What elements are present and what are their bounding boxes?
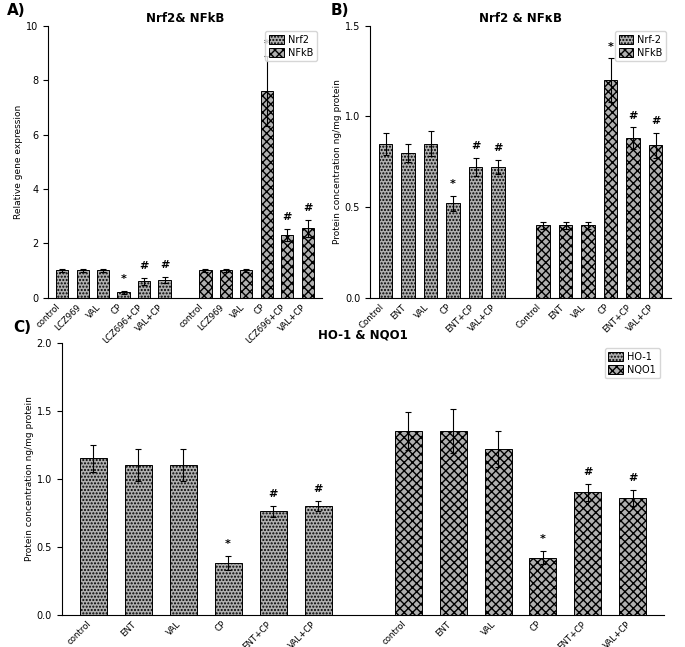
Bar — [626, 138, 640, 298]
Title: HO-1 & NQO1: HO-1 & NQO1 — [318, 329, 408, 342]
Text: *: * — [225, 540, 231, 549]
Bar — [170, 465, 197, 615]
Bar — [469, 167, 482, 298]
Bar — [440, 432, 466, 615]
Y-axis label: Protein concentration ng/mg protein: Protein concentration ng/mg protein — [333, 80, 342, 244]
Text: #: # — [651, 116, 660, 126]
Bar — [77, 270, 89, 298]
Text: #: # — [584, 467, 593, 477]
Bar — [619, 498, 647, 615]
Bar — [484, 449, 512, 615]
Text: #: # — [628, 473, 638, 483]
Text: A): A) — [7, 3, 25, 18]
Bar — [260, 511, 286, 615]
Title: Nrf2 & NFκB: Nrf2 & NFκB — [479, 12, 562, 25]
Text: *: * — [121, 274, 127, 284]
Bar — [220, 270, 232, 298]
Bar — [491, 167, 505, 298]
Y-axis label: Relative gene expression: Relative gene expression — [14, 105, 23, 219]
Bar — [424, 144, 438, 298]
Bar — [97, 270, 110, 298]
Bar — [530, 558, 556, 615]
Text: *: * — [450, 179, 456, 190]
Bar — [582, 225, 595, 298]
Bar — [214, 563, 242, 615]
Text: #: # — [160, 260, 169, 270]
Legend: Nrf-2, NFkB: Nrf-2, NFkB — [615, 31, 667, 61]
Bar — [301, 228, 314, 298]
Bar — [559, 225, 573, 298]
Bar — [158, 280, 171, 298]
Text: #: # — [139, 261, 149, 271]
Bar — [305, 506, 332, 615]
Text: #: # — [628, 111, 638, 120]
Y-axis label: Protein concentration ng/mg protein: Protein concentration ng/mg protein — [25, 397, 34, 561]
Bar — [401, 153, 415, 298]
Title: Nrf2& NFkB: Nrf2& NFkB — [146, 12, 224, 25]
Bar — [125, 465, 151, 615]
Bar — [281, 235, 293, 298]
Bar — [575, 492, 601, 615]
Text: B): B) — [331, 3, 349, 18]
Text: *: * — [608, 41, 614, 52]
Bar — [240, 270, 253, 298]
Bar — [56, 270, 68, 298]
Text: #: # — [303, 203, 312, 213]
Text: #: # — [313, 484, 323, 494]
Bar — [260, 91, 273, 298]
Bar — [79, 459, 107, 615]
Legend: HO-1, NQO1: HO-1, NQO1 — [605, 348, 660, 378]
Bar — [536, 225, 550, 298]
Bar — [395, 432, 421, 615]
Bar — [603, 80, 617, 298]
Text: #: # — [493, 143, 503, 153]
Text: *: * — [540, 534, 546, 544]
Legend: Nrf2, NFkB: Nrf2, NFkB — [266, 31, 317, 61]
Bar — [117, 292, 129, 298]
Text: C): C) — [14, 320, 32, 335]
Text: *: * — [264, 39, 270, 49]
Bar — [199, 270, 212, 298]
Bar — [379, 144, 393, 298]
Text: #: # — [282, 212, 292, 223]
Text: #: # — [269, 489, 277, 499]
Bar — [649, 146, 662, 298]
Bar — [447, 203, 460, 298]
Bar — [138, 281, 150, 298]
Text: #: # — [471, 141, 480, 151]
